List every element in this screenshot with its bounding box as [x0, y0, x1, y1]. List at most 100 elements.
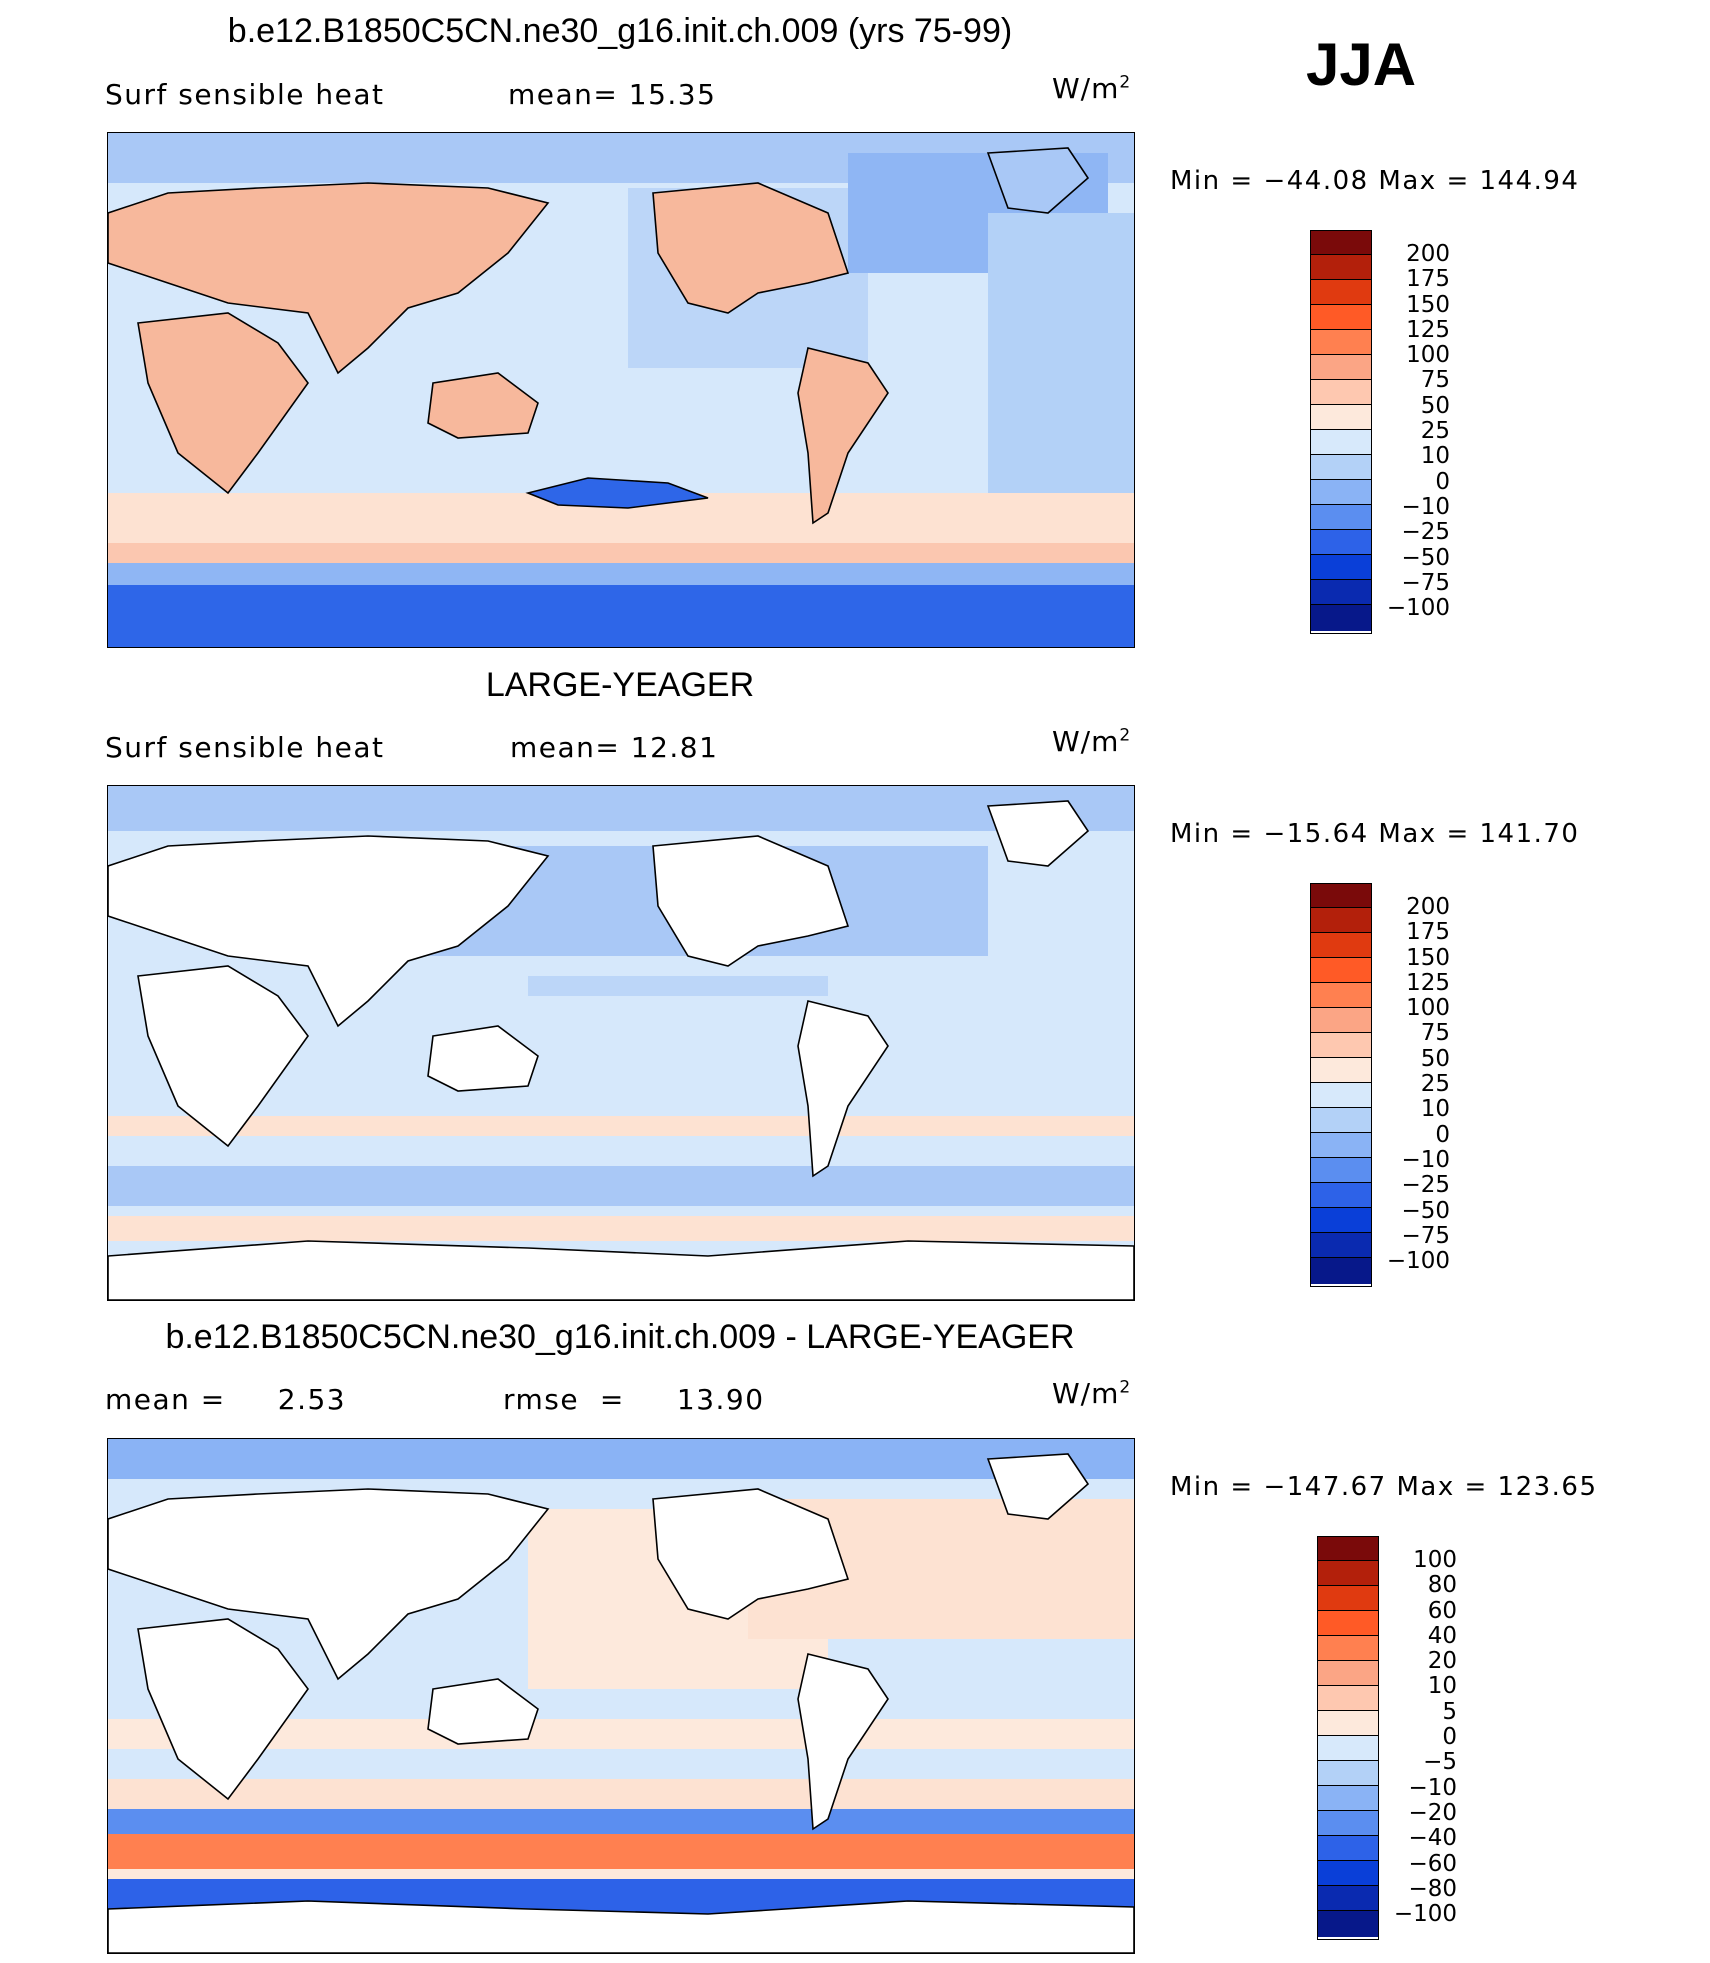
colorbar-swatch	[1311, 1058, 1371, 1083]
panel1-colorbar	[1310, 230, 1372, 634]
panel2-units: W/m2	[1052, 725, 1132, 758]
colorbar-swatch	[1318, 1661, 1378, 1686]
colorbar-swatch	[1318, 1736, 1378, 1761]
colorbar-label: 150	[1406, 944, 1450, 971]
colorbar-swatch	[1318, 1811, 1378, 1836]
panel3-title: b.e12.B1850C5CN.ne30_g16.init.ch.009 - L…	[165, 1318, 1075, 1356]
colorbar-label: −10	[1408, 1774, 1457, 1801]
colorbar-swatch	[1311, 1008, 1371, 1033]
colorbar-label: 0	[1435, 1121, 1450, 1148]
panel1-minmax: Min = −44.08 Max = 144.94	[1170, 166, 1580, 196]
colorbar-swatch	[1318, 1537, 1378, 1561]
colorbar-label: 80	[1427, 1572, 1457, 1599]
colorbar-swatch	[1311, 1108, 1371, 1133]
panel3-units: W/m2	[1052, 1377, 1132, 1410]
panel1-title: b.e12.B1850C5CN.ne30_g16.init.ch.009 (yr…	[227, 12, 1013, 50]
colorbar-label: 50	[1420, 1045, 1450, 1072]
colorbar-label: −75	[1401, 1222, 1450, 1249]
panel1-colorbar-labels: 200 175 150 125 100 75 50 25 10 0 −10 −2…	[1380, 241, 1450, 621]
colorbar-swatch	[1318, 1786, 1378, 1811]
panel3-colorbar-labels: 100 80 60 40 20 10 5 0 −5 −10 −20 −40 −6…	[1387, 1547, 1457, 1928]
colorbar-swatch	[1311, 1033, 1371, 1058]
panel1-map	[107, 132, 1135, 648]
colorbar-swatch	[1311, 255, 1371, 280]
panel3-land	[108, 1453, 1134, 1953]
panel2-variable-label: Surf sensible heat	[105, 731, 385, 764]
season-label: JJA	[1306, 31, 1417, 98]
colorbar-label: −100	[1393, 1901, 1457, 1928]
colorbar-label: 200	[1406, 241, 1450, 267]
colorbar-label: 25	[1420, 418, 1450, 445]
colorbar-swatch	[1311, 430, 1371, 455]
colorbar-label: 100	[1413, 1547, 1457, 1573]
panel3-colorbar	[1317, 1536, 1379, 1940]
colorbar-label: 5	[1442, 1698, 1457, 1725]
panel3-minmax: Min = −147.67 Max = 123.65	[1170, 1472, 1598, 1502]
colorbar-label: 175	[1406, 266, 1450, 293]
colorbar-swatch	[1311, 933, 1371, 958]
colorbar-swatch	[1318, 1761, 1378, 1786]
colorbar-swatch	[1311, 580, 1371, 605]
colorbar-label: −50	[1401, 544, 1450, 571]
colorbar-label: 20	[1427, 1648, 1457, 1675]
panel3-mean-label: mean = 2.53	[105, 1383, 347, 1416]
panel3-rmse-label: rmse = 13.90	[503, 1383, 765, 1416]
colorbar-swatch	[1318, 1561, 1378, 1586]
panel2-colorbar-labels: 200 175 150 125 100 75 50 25 10 0 −10 −2…	[1380, 894, 1450, 1275]
colorbar-swatch	[1311, 1258, 1371, 1284]
colorbar-swatch	[1311, 555, 1371, 580]
colorbar-swatch	[1318, 1586, 1378, 1611]
colorbar-swatch	[1311, 1133, 1371, 1158]
colorbar-label: −25	[1401, 1172, 1450, 1199]
colorbar-swatch	[1318, 1611, 1378, 1636]
colorbar-label: −10	[1401, 1146, 1450, 1173]
colorbar-swatch	[1311, 983, 1371, 1008]
colorbar-label: 10	[1420, 1096, 1450, 1123]
colorbar-swatch	[1311, 1233, 1371, 1258]
colorbar-swatch	[1311, 1158, 1371, 1183]
colorbar-swatch	[1318, 1836, 1378, 1861]
colorbar-label: −20	[1408, 1799, 1457, 1826]
colorbar-label: 0	[1435, 468, 1450, 495]
colorbar-swatch	[1311, 405, 1371, 430]
colorbar-label: −75	[1401, 569, 1450, 596]
colorbar-label: −10	[1401, 493, 1450, 520]
colorbar-label: 100	[1406, 995, 1450, 1022]
colorbar-swatch	[1311, 1183, 1371, 1208]
colorbar-label: 100	[1406, 342, 1450, 369]
panel1-variable-label: Surf sensible heat	[105, 78, 385, 111]
colorbar-label: 50	[1420, 392, 1450, 419]
colorbar-swatch	[1311, 1083, 1371, 1108]
colorbar-swatch	[1318, 1636, 1378, 1661]
colorbar-label: 75	[1420, 1020, 1450, 1047]
colorbar-swatch	[1311, 530, 1371, 555]
colorbar-label: 10	[1427, 1673, 1457, 1700]
colorbar-label: −60	[1408, 1850, 1457, 1877]
colorbar-label: 125	[1406, 316, 1450, 343]
colorbar-swatch	[1318, 1711, 1378, 1736]
colorbar-label: −50	[1401, 1197, 1450, 1224]
panel1-mean-label: mean= 15.35	[508, 78, 717, 111]
panel3-map	[107, 1438, 1135, 1954]
panel2-mean-label: mean= 12.81	[510, 731, 719, 764]
colorbar-swatch	[1311, 330, 1371, 355]
colorbar-label: 200	[1406, 894, 1450, 920]
colorbar-label: 75	[1420, 367, 1450, 394]
colorbar-swatch	[1311, 908, 1371, 933]
panel2-land	[108, 800, 1134, 1300]
colorbar-swatch	[1311, 305, 1371, 330]
panel1-land	[108, 147, 1090, 525]
colorbar-label: 150	[1406, 291, 1450, 318]
colorbar-swatch	[1311, 231, 1371, 255]
colorbar-label: −5	[1423, 1749, 1457, 1776]
colorbar-label: 125	[1406, 969, 1450, 996]
colorbar-swatch	[1318, 1861, 1378, 1886]
panel2-colorbar	[1310, 883, 1372, 1287]
colorbar-swatch	[1311, 505, 1371, 530]
colorbar-swatch	[1311, 455, 1371, 480]
colorbar-label: −80	[1408, 1875, 1457, 1902]
colorbar-swatch	[1311, 480, 1371, 505]
colorbar-label: −100	[1386, 1248, 1450, 1275]
panel2-map	[107, 785, 1135, 1301]
colorbar-swatch	[1311, 355, 1371, 380]
